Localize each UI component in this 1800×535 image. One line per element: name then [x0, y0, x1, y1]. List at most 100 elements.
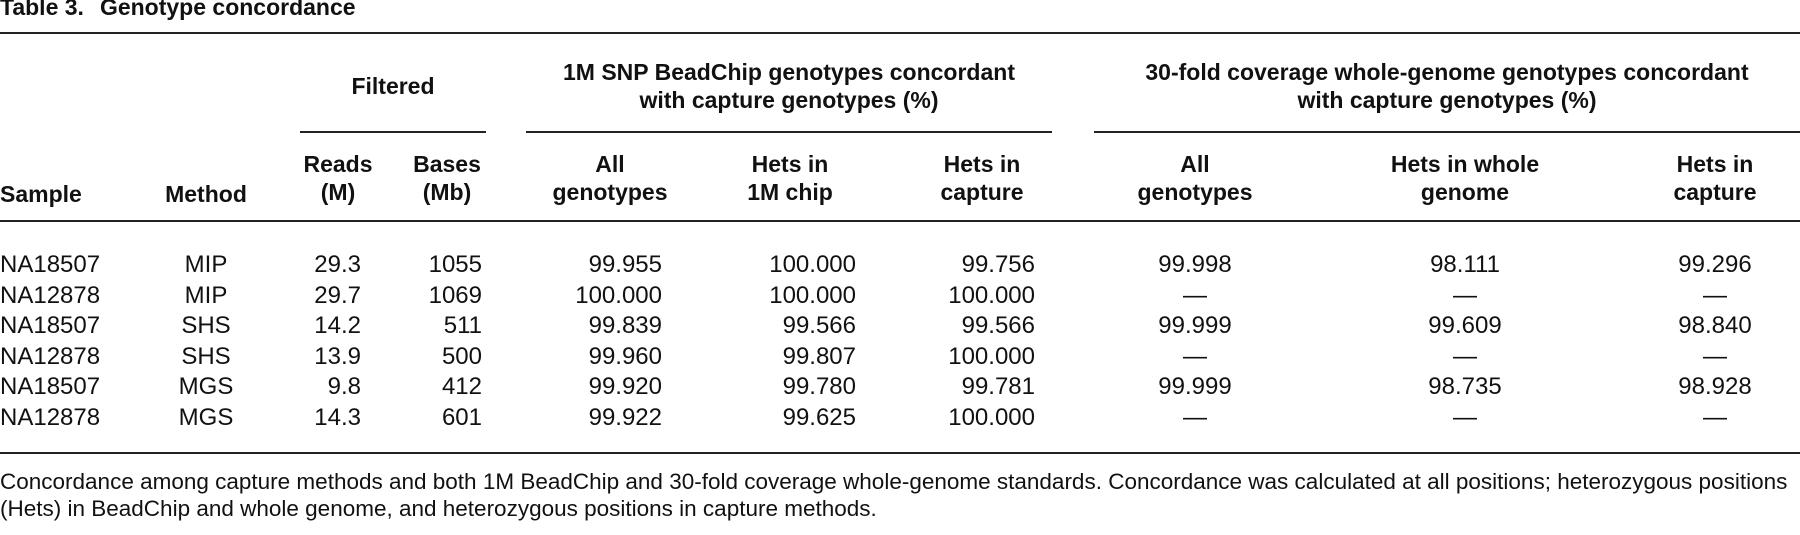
cell-method: SHS	[181, 342, 231, 370]
cell-wgs-hets-capture: 99.296	[1678, 251, 1752, 278]
cell-wgs-all: 99.998	[1158, 251, 1232, 278]
cell-sample: NA12878	[0, 404, 101, 431]
cell-method: SHS	[181, 312, 231, 340]
cell-wgs-hets-capture: —	[1703, 404, 1727, 431]
column-header-bases-line2: (Mb)	[422, 179, 472, 205]
group-header-wgs-line2: with capture genotypes (%)	[1297, 87, 1597, 113]
group-header-wgs-line1: 30-fold coverage whole-genome genotypes …	[1145, 59, 1749, 85]
column-header-wgs-hets-capture-line2: capture	[1673, 179, 1757, 205]
cell-wgs-hets: —	[1453, 342, 1477, 370]
header-rule	[0, 220, 1800, 222]
group-header-beadchip: 1M SNP BeadChip genotypes concordant wit…	[526, 58, 1052, 114]
group-header-beadchip-line1: 1M SNP BeadChip genotypes concordant	[563, 59, 1015, 85]
column-header-wgs-hets: Hets in whole genome	[1355, 150, 1575, 206]
table-title: Table 3. Genotype concordance	[0, 0, 356, 21]
group-header-wgs: 30-fold coverage whole-genome genotypes …	[1094, 58, 1800, 114]
group-header-filtered: Filtered	[351, 73, 435, 99]
cell-bases: 511	[443, 312, 482, 340]
cell-wgs-all: —	[1183, 342, 1207, 370]
cell-wgs-all: —	[1183, 404, 1207, 431]
cell-reads: 29.3	[314, 251, 361, 278]
cell-chip-hets-capture: 100.000	[948, 342, 1035, 370]
cell-wgs-hets: 98.735	[1428, 373, 1502, 401]
cell-method: MIP	[184, 281, 228, 309]
cell-method: MIP	[184, 251, 228, 278]
column-header-reads: Reads (M)	[290, 150, 386, 206]
cell-chip-all: 99.839	[588, 312, 662, 340]
cell-chip-all: 100.000	[575, 281, 662, 309]
column-header-chip-hets-line2: 1M chip	[747, 179, 833, 205]
column-header-chip-all: All genotypes	[530, 150, 690, 206]
column-header-reads-line2: (M)	[320, 179, 356, 205]
cell-sample: NA18507	[0, 312, 101, 340]
column-header-chip-hets-capture: Hets in capture	[912, 150, 1052, 206]
cell-reads: 9.8	[327, 373, 361, 401]
column-header-wgs-hets-line1: Hets in whole	[1390, 151, 1540, 177]
cell-chip-hets-capture: 99.781	[961, 373, 1035, 401]
cell-bases: 500	[441, 342, 482, 370]
cell-reads: 29.7	[314, 281, 361, 309]
column-header-chip-all-line2: genotypes	[552, 179, 668, 205]
column-header-sample: Sample	[0, 181, 82, 207]
bottom-rule	[0, 452, 1800, 454]
cell-chip-hets: 100.000	[769, 281, 856, 309]
cell-chip-hets: 99.780	[782, 373, 856, 401]
group-rule-wgs	[1094, 131, 1800, 133]
cell-wgs-all: —	[1183, 281, 1207, 309]
column-header-chip-hets-line1: Hets in	[751, 151, 829, 177]
cell-wgs-hets-capture: 98.840	[1678, 312, 1752, 340]
cell-chip-hets: 100.000	[769, 251, 856, 278]
cell-reads: 14.2	[314, 312, 361, 340]
cell-method: MGS	[178, 404, 234, 431]
table-caption: Genotype concordance	[99, 0, 356, 20]
cell-bases: 601	[441, 404, 482, 431]
cell-wgs-all: 99.999	[1158, 373, 1232, 401]
cell-chip-all: 99.920	[588, 373, 662, 401]
cell-sample: NA12878	[0, 281, 101, 309]
cell-wgs-hets: —	[1453, 404, 1477, 431]
column-header-wgs-hets-capture-line1: Hets in	[1676, 151, 1754, 177]
cell-sample: NA12878	[0, 342, 101, 370]
cell-wgs-hets-capture: 98.928	[1678, 373, 1752, 401]
group-header-beadchip-line2: with capture genotypes (%)	[639, 87, 939, 113]
column-header-wgs-all-line2: genotypes	[1137, 179, 1253, 205]
column-header-wgs-hets-capture: Hets in capture	[1640, 150, 1790, 206]
cell-bases: 1055	[428, 251, 482, 278]
cell-bases: 1069	[428, 281, 482, 309]
cell-bases: 412	[441, 373, 482, 401]
cell-chip-hets: 99.807	[782, 342, 856, 370]
column-header-bases: Bases (Mb)	[402, 150, 492, 206]
cell-wgs-hets: 98.111	[1430, 251, 1500, 278]
cell-chip-all: 99.955	[588, 251, 662, 278]
column-header-reads-line1: Reads	[303, 151, 373, 177]
cell-sample: NA18507	[0, 373, 101, 401]
cell-chip-hets-capture: 99.566	[961, 312, 1035, 340]
cell-reads: 13.9	[314, 342, 361, 370]
cell-method: MGS	[178, 373, 234, 401]
cell-wgs-all: 99.999	[1158, 312, 1232, 340]
cell-chip-hets-capture: 100.000	[948, 404, 1035, 431]
column-header-chip-hets: Hets in 1M chip	[720, 150, 860, 206]
table-label: Table 3.	[0, 0, 84, 20]
cell-chip-hets: 99.566	[782, 312, 856, 340]
cell-wgs-hets-capture: —	[1703, 281, 1727, 309]
top-rule	[0, 32, 1800, 34]
cell-wgs-hets: 99.609	[1428, 312, 1502, 340]
cell-chip-all: 99.922	[588, 404, 662, 431]
column-header-chip-all-line1: All	[595, 151, 625, 177]
column-header-chip-hets-capture-line2: capture	[940, 179, 1024, 205]
column-header-wgs-all: All genotypes	[1115, 150, 1275, 206]
cell-chip-hets-capture: 100.000	[948, 281, 1035, 309]
cell-wgs-hets: —	[1453, 281, 1477, 309]
cell-reads: 14.3	[314, 404, 361, 431]
column-header-wgs-hets-line2: genome	[1420, 179, 1510, 205]
column-header-bases-line1: Bases	[413, 151, 481, 177]
cell-sample: NA18507	[0, 251, 101, 278]
group-rule-filtered	[300, 131, 486, 133]
column-header-method: Method	[165, 181, 247, 207]
cell-chip-all: 99.960	[588, 342, 662, 370]
column-header-wgs-all-line1: All	[1180, 151, 1210, 177]
group-rule-beadchip	[526, 131, 1052, 133]
cell-chip-hets-capture: 99.756	[961, 251, 1035, 278]
table-footnote: Concordance among capture methods and bo…	[0, 469, 1788, 521]
